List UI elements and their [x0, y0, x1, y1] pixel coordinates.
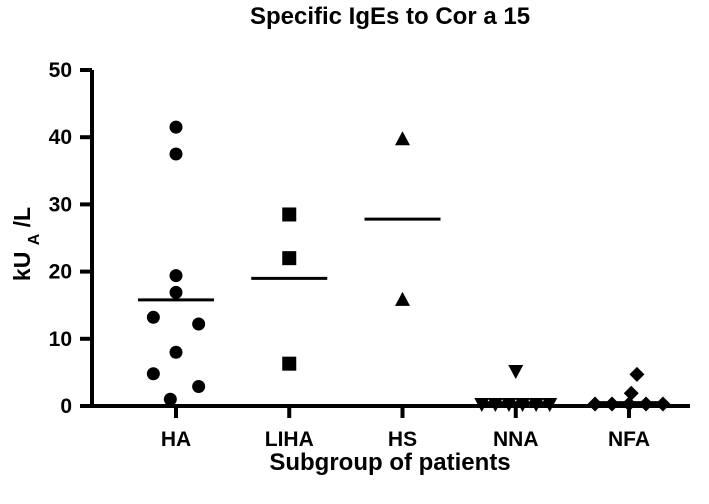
y-axis-title-subscript: A	[26, 233, 43, 245]
data-point	[501, 397, 517, 412]
data-point	[169, 147, 183, 161]
y-axis-title: kU A /L	[9, 207, 43, 281]
data-point	[621, 396, 637, 412]
data-point	[282, 251, 297, 266]
chart-title: Specific IgEs to Cor a 15	[250, 3, 530, 30]
data-point	[487, 397, 503, 412]
data-point	[395, 131, 410, 146]
data-point	[604, 396, 620, 412]
data-point	[542, 397, 558, 412]
x-axis-title: Subgroup of patients	[269, 449, 510, 476]
y-tick-label: 40	[49, 126, 72, 149]
data-point	[169, 285, 183, 299]
data-point	[192, 317, 206, 331]
y-tick-label: 30	[49, 193, 72, 216]
data-point	[508, 365, 524, 380]
y-tick-label: 50	[49, 59, 72, 82]
data-point	[163, 392, 177, 406]
data-point	[395, 291, 410, 306]
plot-data	[138, 120, 671, 412]
data-point	[528, 397, 544, 412]
y-tick-label: 0	[60, 395, 72, 418]
data-point	[169, 345, 183, 359]
data-point	[169, 120, 183, 134]
y-axis: 0 10 20 30 40 50	[49, 59, 94, 418]
data-point	[623, 385, 639, 401]
x-axis: HA LIHA HS NNA NFA	[92, 404, 690, 451]
y-tick-label: 10	[49, 328, 72, 351]
data-point	[282, 207, 297, 222]
x-tick-label: LIHA	[265, 428, 314, 451]
data-point	[169, 269, 183, 283]
data-point	[655, 396, 671, 412]
y-axis-title-main: kU	[9, 252, 35, 281]
y-axis-title-suffix: /L	[9, 207, 35, 227]
data-point	[146, 310, 160, 324]
y-tick-label: 20	[49, 261, 72, 284]
data-point	[282, 356, 297, 371]
x-tick-label: NNA	[493, 428, 539, 451]
x-tick-label: NFA	[608, 428, 650, 451]
x-tick-label: HS	[388, 428, 417, 451]
data-point	[146, 367, 160, 381]
data-point	[192, 380, 206, 394]
data-point	[587, 396, 603, 412]
data-point	[515, 397, 531, 412]
data-point	[638, 396, 654, 412]
data-point	[629, 366, 645, 382]
x-tick-label: HA	[161, 428, 191, 451]
data-point	[474, 397, 490, 412]
